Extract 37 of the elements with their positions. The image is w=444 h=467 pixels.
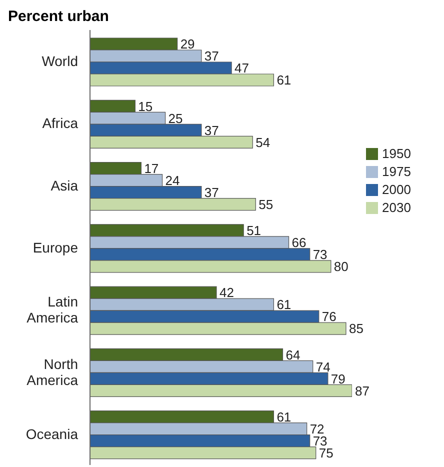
data-label: 74	[316, 359, 330, 374]
data-label: 87	[355, 383, 370, 398]
data-label: 24	[165, 172, 180, 188]
legend-label: 2000	[382, 182, 411, 197]
data-label: 51	[246, 223, 262, 238]
data-label: 54	[256, 134, 270, 150]
legend-label: 2030	[382, 200, 411, 215]
data-label: 85	[348, 321, 364, 336]
data-label: 37	[204, 48, 219, 64]
y-tick-label: North America	[26, 356, 78, 388]
data-label: 79	[330, 371, 346, 386]
y-tick-label: Africa	[42, 115, 78, 132]
data-label: 64	[286, 347, 300, 362]
data-label: 17	[144, 160, 159, 176]
data-label: 76	[322, 309, 336, 324]
y-tick-label: Oceania	[26, 426, 78, 442]
y-tick-label: Latin America	[26, 294, 78, 326]
data-label: 25	[168, 110, 183, 126]
y-tick-label: Asia	[50, 177, 78, 194]
data-label: 42	[219, 285, 234, 300]
data-label: 61	[276, 409, 292, 424]
data-label: 61	[276, 72, 292, 88]
data-label: 29	[180, 36, 195, 52]
data-label: 15	[138, 98, 153, 114]
data-label: 73	[312, 247, 328, 262]
data-label: 61	[276, 297, 292, 312]
legend-label: 1950	[382, 146, 411, 161]
y-tick-label: Europe	[32, 240, 78, 256]
legend-label: 1975	[382, 164, 411, 179]
data-label: 55	[258, 196, 274, 212]
data-label: 47	[234, 60, 250, 76]
data-label: 37	[204, 184, 219, 200]
data-label: 37	[204, 122, 219, 138]
chart-title: Percent urban	[8, 8, 110, 27]
data-label: 66	[292, 235, 306, 250]
data-label: 80	[334, 259, 348, 274]
y-tick-label: World	[42, 53, 78, 70]
